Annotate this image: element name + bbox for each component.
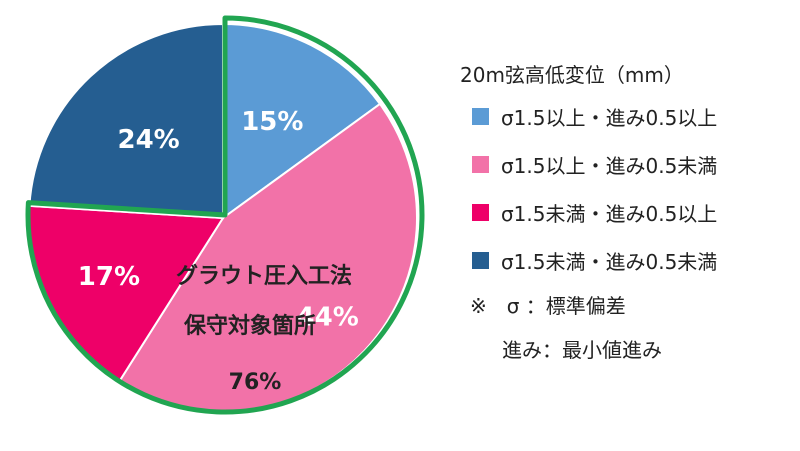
legend-label: σ1.5以上・進み0.5以上 bbox=[501, 105, 718, 130]
highlight-outline bbox=[25, 15, 425, 415]
highlight-label-line2: 保守対象箇所 bbox=[183, 313, 316, 339]
highlight-value: 76% bbox=[229, 370, 282, 395]
note-advance: 進み：最小値進み bbox=[502, 338, 662, 362]
legend-swatch bbox=[472, 107, 489, 125]
legend-item: σ1.5未満・進み0.5未満 bbox=[460, 236, 795, 284]
legend-swatch bbox=[472, 155, 489, 173]
legend-item: σ1.5未満・進み0.5以上 bbox=[460, 188, 795, 236]
legend: 20m弦高低変位（mm） σ1.5以上・進み0.5以上 σ1.5以上・進み0.5… bbox=[460, 58, 795, 372]
pie-slice bbox=[222, 22, 382, 220]
legend-item: σ1.5以上・進み0.5以上 bbox=[460, 92, 795, 140]
slice-value-label: 17% bbox=[78, 262, 140, 292]
highlight-label-line1: グラウト圧入工法 bbox=[176, 263, 352, 289]
legend-item: σ1.5以上・進み0.5未満 bbox=[460, 140, 795, 188]
legend-label: σ1.5未満・進み0.5以上 bbox=[501, 201, 718, 226]
slice-value-label: 24% bbox=[118, 125, 180, 155]
slice-labels: 15% 44% 17% 24% bbox=[78, 107, 359, 332]
pie-slices bbox=[28, 22, 418, 413]
legend-swatch bbox=[472, 251, 489, 269]
legend-label: σ1.5以上・進み0.5未満 bbox=[501, 153, 718, 178]
note-sigma: ※ σ ：標準偏差 bbox=[470, 294, 626, 318]
slice-value-label: 44% bbox=[297, 302, 359, 332]
legend-swatch bbox=[472, 203, 489, 221]
legend-label: σ1.5未満・進み0.5未満 bbox=[501, 249, 718, 274]
pie-slice bbox=[28, 22, 224, 220]
slice-value-label: 15% bbox=[241, 107, 303, 137]
legend-title: 20m弦高低変位（mm） bbox=[460, 63, 684, 87]
